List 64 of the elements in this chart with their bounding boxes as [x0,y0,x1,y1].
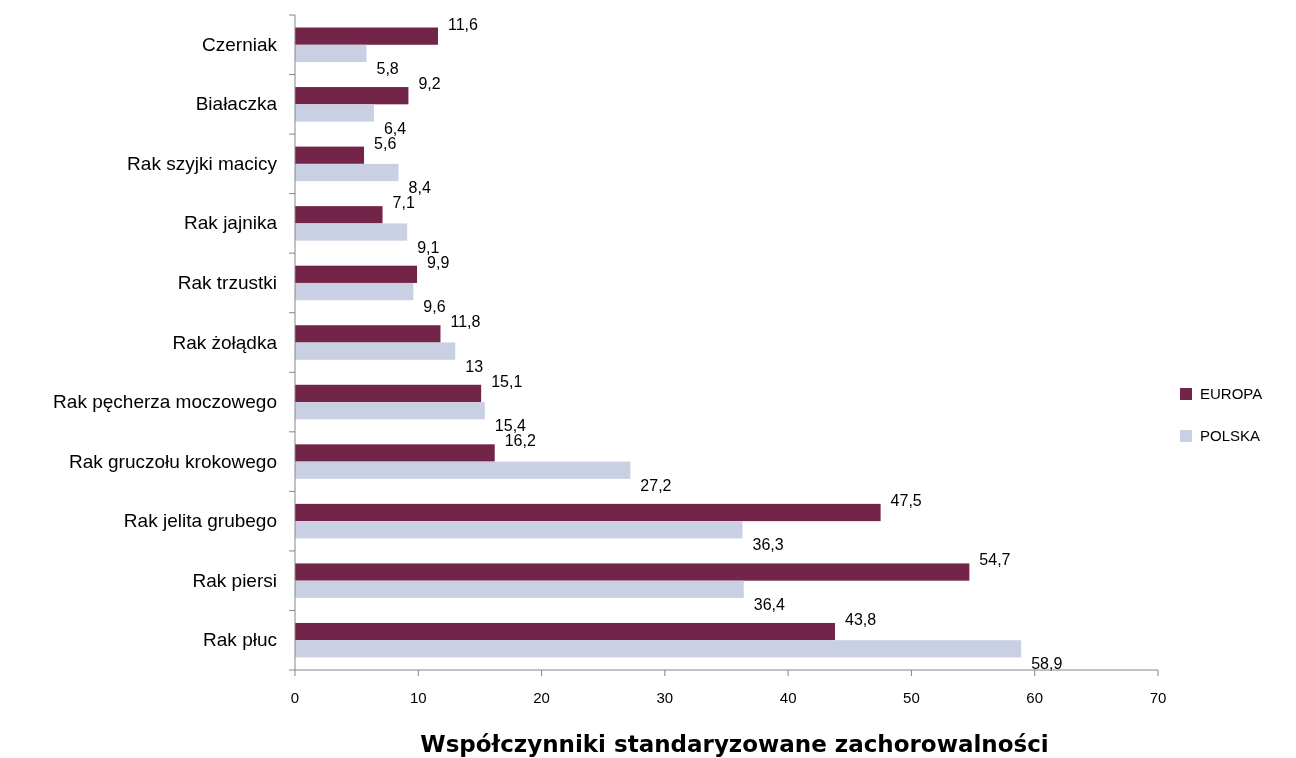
y-tick-label: Białaczka [195,93,278,115]
data-label: 15,4 [494,417,527,435]
bar [295,640,1022,658]
bar [295,265,418,283]
bar [295,325,441,343]
data-label: 15,1 [491,372,523,390]
bar [295,87,409,105]
y-tick-label: Czerniak [202,33,278,55]
y-tick-label: Rak płuc [203,629,277,651]
bar [295,27,439,45]
bar [295,223,408,241]
data-label: 54,7 [979,551,1011,569]
y-tick-label: Rak szyjki macicy [127,152,278,174]
x-tick-label: 20 [533,689,550,706]
x-tick-label: 50 [903,689,920,706]
data-label: 16,2 [504,432,536,450]
data-label: 6,4 [383,119,407,137]
bar [295,163,399,182]
bar [295,461,631,479]
data-label: 9,2 [418,75,441,93]
legend-label: EUROPA [1200,385,1263,402]
bar [295,384,482,403]
data-label: 9,6 [423,298,446,316]
data-label: 11,8 [450,313,481,331]
y-tick-label: Rak piersi [192,569,277,591]
bar [295,282,414,301]
bar [295,44,367,63]
x-tick-label: 0 [290,689,300,706]
x-tick-label: 60 [1026,689,1044,706]
x-axis-title: Współczynniki standaryzowane zachorowalności [420,731,1049,757]
legend-label: POLSKA [1200,427,1261,444]
y-tick-label: Rak pęcherza moczowego [53,391,277,413]
bar [295,342,456,360]
data-label: 11,6 [448,15,479,33]
data-label: 27,2 [640,476,672,494]
data-label: 13 [465,357,484,375]
x-tick-label: 30 [656,689,674,706]
bar [295,206,383,224]
y-tick-label: Rak żołądka [172,331,278,353]
data-label: 47,5 [890,491,922,509]
y-tick-label: Rak jelita grubego [123,510,277,532]
x-tick-label: 40 [779,689,797,706]
y-tick-label: Rak jajnika [184,212,278,234]
bar [295,622,835,641]
bar [295,563,970,581]
data-label: 43,8 [844,610,877,628]
data-label: 8,4 [408,179,431,197]
y-tick-label: Rak gruczołu krokowego [68,450,277,472]
x-tick-label: 70 [1149,689,1167,706]
data-label: 58,9 [1031,655,1063,673]
data-label: 36,3 [752,536,784,554]
y-tick-label: Rak trzustki [177,271,277,293]
data-label: 36,4 [753,595,785,613]
bar [295,444,495,462]
bar [295,503,881,522]
data-label: 7,1 [392,194,415,212]
data-label: 5,8 [376,60,399,78]
x-tick-label: 10 [409,689,427,706]
bar [295,146,365,164]
data-label: 9,1 [417,238,440,256]
bar [295,521,743,539]
bar [295,104,374,122]
bar [295,402,485,420]
bar [295,580,744,598]
